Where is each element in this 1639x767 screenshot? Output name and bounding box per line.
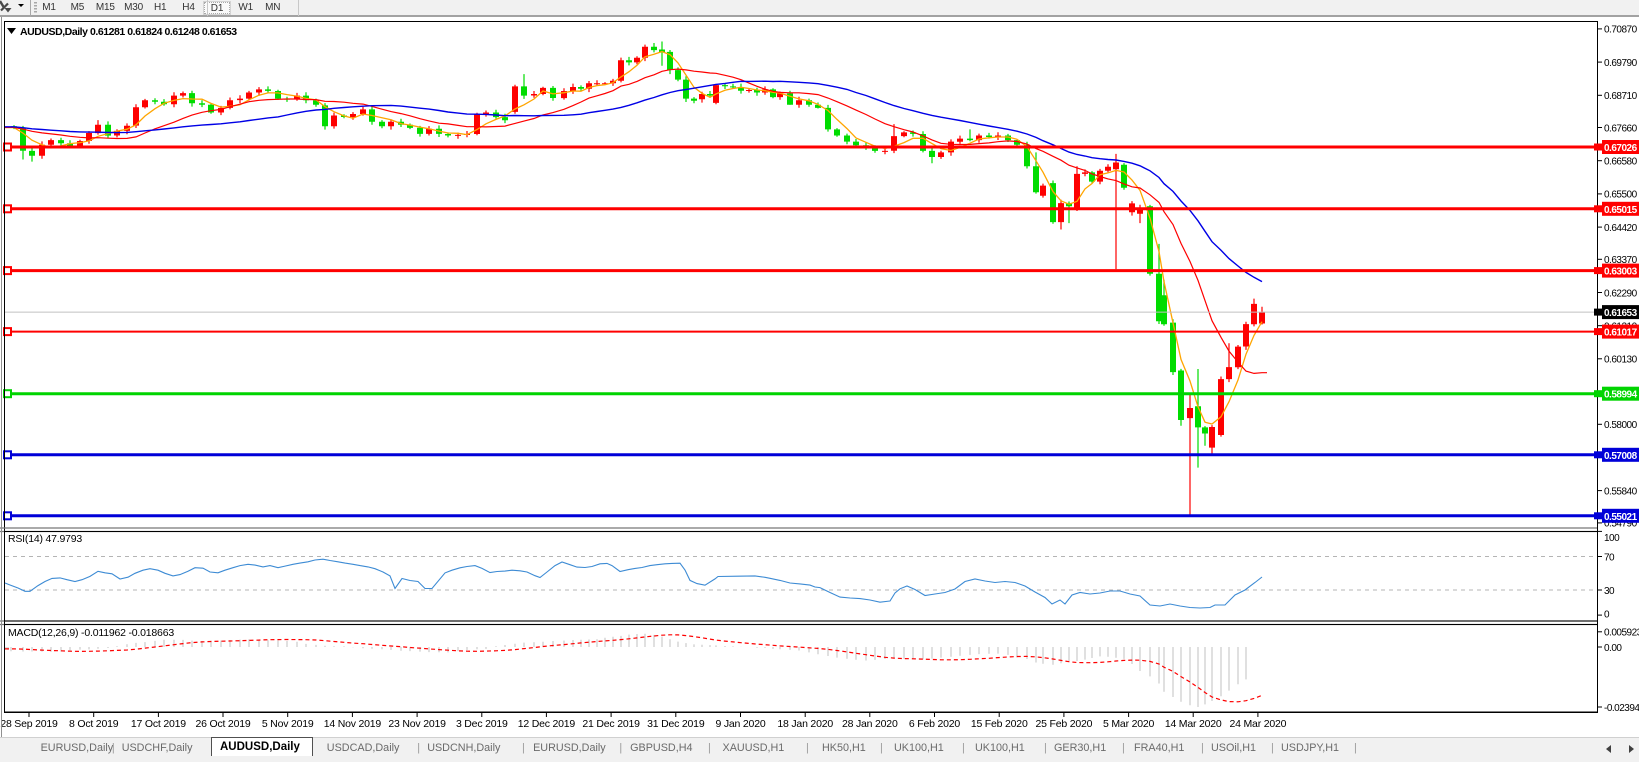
svg-text:MACD(12,26,9) -0.011962 -0.018: MACD(12,26,9) -0.011962 -0.018663: [8, 627, 174, 639]
svg-text:15 Feb 2020: 15 Feb 2020: [971, 718, 1028, 730]
svg-text:28 Sep 2019: 28 Sep 2019: [0, 718, 58, 730]
svg-text:12 Dec 2019: 12 Dec 2019: [518, 718, 576, 730]
svg-text:0.57008: 0.57008: [1604, 451, 1638, 462]
svg-text:0.61017: 0.61017: [1604, 328, 1638, 339]
svg-text:8 Oct 2019: 8 Oct 2019: [69, 718, 119, 730]
svg-text:0.55021: 0.55021: [1604, 512, 1638, 523]
svg-text:0.61653: 0.61653: [1604, 308, 1638, 319]
svg-text:0.58994: 0.58994: [1604, 390, 1638, 401]
svg-text:0.70870: 0.70870: [1604, 25, 1638, 36]
svg-text:0.63370: 0.63370: [1604, 255, 1638, 266]
svg-text:0.55840: 0.55840: [1604, 486, 1638, 497]
svg-text:14 Mar 2020: 14 Mar 2020: [1165, 718, 1222, 730]
svg-text:31 Dec 2019: 31 Dec 2019: [647, 718, 705, 730]
svg-text:28 Jan 2020: 28 Jan 2020: [842, 718, 898, 730]
svg-text:0.00: 0.00: [1604, 643, 1622, 654]
svg-text:RSI(14) 47.9793: RSI(14) 47.9793: [8, 533, 82, 545]
svg-text:14 Nov 2019: 14 Nov 2019: [324, 718, 382, 730]
svg-text:0.54790: 0.54790: [1604, 519, 1638, 530]
svg-text:23 Nov 2019: 23 Nov 2019: [388, 718, 446, 730]
svg-text:0.63003: 0.63003: [1604, 267, 1638, 278]
svg-text:26 Oct 2019: 26 Oct 2019: [195, 718, 250, 730]
svg-text:6 Feb 2020: 6 Feb 2020: [909, 718, 960, 730]
svg-text:-0.023944: -0.023944: [1604, 703, 1639, 714]
svg-text:9 Jan 2020: 9 Jan 2020: [716, 718, 766, 730]
svg-text:17 Oct 2019: 17 Oct 2019: [131, 718, 186, 730]
svg-text:100: 100: [1604, 533, 1620, 544]
svg-text:0: 0: [1604, 610, 1610, 621]
svg-text:0.67026: 0.67026: [1604, 143, 1638, 154]
svg-text:25 Feb 2020: 25 Feb 2020: [1036, 718, 1093, 730]
svg-text:0.67660: 0.67660: [1604, 123, 1638, 134]
svg-text:0.005923: 0.005923: [1604, 628, 1639, 639]
svg-text:0.66580: 0.66580: [1604, 157, 1638, 168]
svg-text:5 Mar 2020: 5 Mar 2020: [1103, 718, 1154, 730]
svg-text:18 Jan 2020: 18 Jan 2020: [777, 718, 833, 730]
svg-text:0.62290: 0.62290: [1604, 288, 1638, 299]
svg-text:5 Nov 2019: 5 Nov 2019: [262, 718, 314, 730]
svg-text:30: 30: [1604, 586, 1615, 597]
svg-text:0.69790: 0.69790: [1604, 58, 1638, 69]
svg-text:0.65500: 0.65500: [1604, 190, 1638, 201]
svg-text:21 Dec 2019: 21 Dec 2019: [582, 718, 640, 730]
svg-text:24 Mar 2020: 24 Mar 2020: [1230, 718, 1287, 730]
svg-text:70: 70: [1604, 552, 1615, 563]
svg-text:0.68710: 0.68710: [1604, 91, 1638, 102]
svg-text:0.60130: 0.60130: [1604, 355, 1638, 366]
svg-text:0.65015: 0.65015: [1604, 205, 1638, 216]
svg-text:AUDUSD,Daily 0.61281 0.61824: AUDUSD,Daily 0.61281 0.61824 0.61248 0.6…: [20, 26, 237, 38]
svg-text:0.58000: 0.58000: [1604, 420, 1638, 431]
svg-text:0.64420: 0.64420: [1604, 223, 1638, 234]
svg-text:3 Dec 2019: 3 Dec 2019: [456, 718, 508, 730]
